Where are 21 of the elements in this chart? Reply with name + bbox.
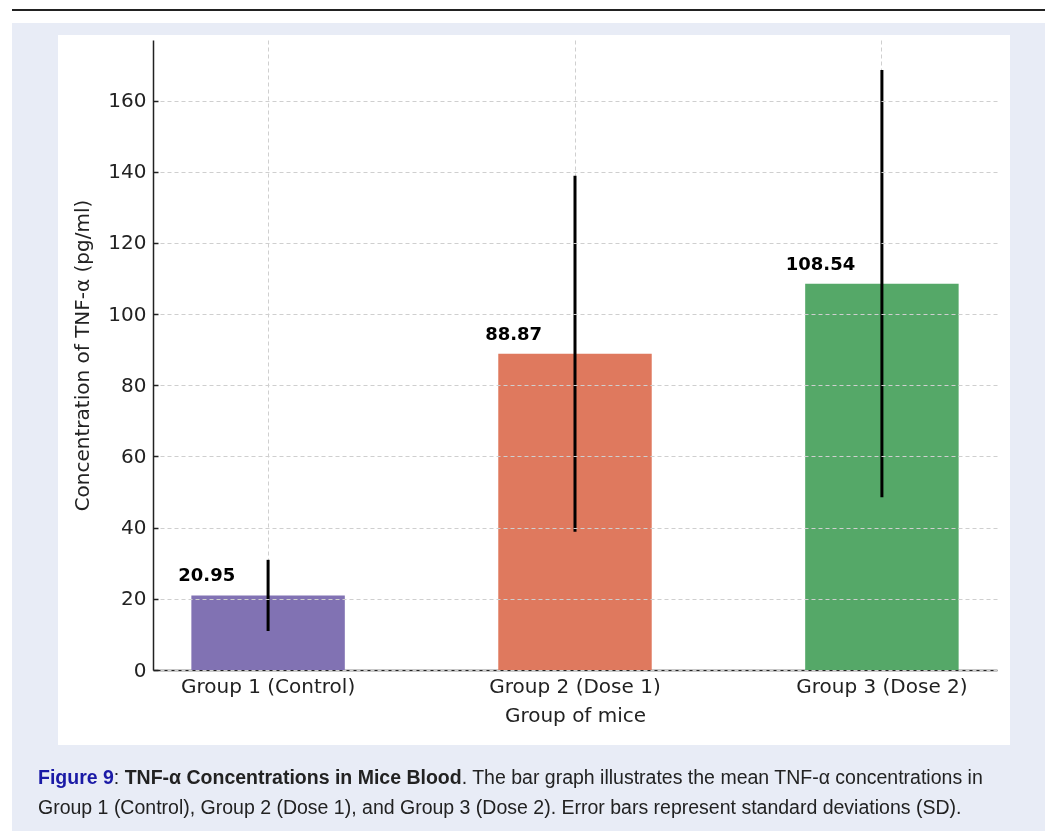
- x-tick-label: Group 1 (Control): [180, 673, 356, 698]
- caption: Figure 9: TNF-α Concentrations in Mice Blood. The bar graph illustrates the mean TNF-α concentrations in Group 1 (Control), Group 2 (Dose 1), and Group 3 (Dose 2). Error bars represent standard deviations (SD).: [38, 765, 984, 820]
- bar: [805, 283, 959, 670]
- y-tick-label: 120: [108, 230, 147, 255]
- data-label: 108.54: [785, 252, 856, 274]
- y-tick-label: 140: [108, 159, 147, 184]
- y-axis-title: Concentration of TNF-α (pg/ml): [70, 199, 95, 512]
- y-tick-label: 40: [121, 515, 147, 540]
- data-label: 20.95: [178, 564, 236, 586]
- y-tick-label: 160: [108, 88, 147, 113]
- bar: [191, 595, 345, 670]
- data-label: 88.87: [485, 322, 543, 344]
- y-tick-label: 80: [121, 372, 147, 397]
- x-tick-label: Group 2 (Dose 1): [489, 673, 661, 698]
- y-tick-label: 20: [121, 586, 147, 611]
- bar: [498, 353, 652, 670]
- x-tick-label: Group 3 (Dose 2): [796, 673, 968, 698]
- y-tick-label: 0: [133, 657, 147, 682]
- y-tick-label: 60: [121, 443, 147, 468]
- y-tick-label: 100: [108, 301, 147, 326]
- x-axis-title: Group of mice: [504, 702, 647, 727]
